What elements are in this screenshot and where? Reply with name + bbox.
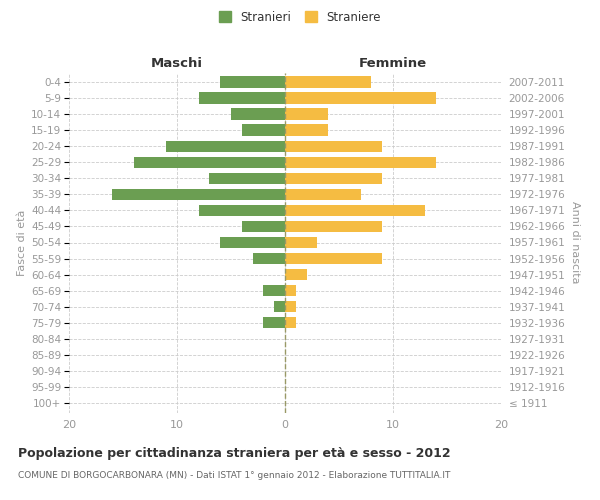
- Bar: [285, 92, 436, 104]
- Bar: [285, 253, 382, 264]
- Bar: [166, 140, 285, 152]
- Bar: [285, 285, 296, 296]
- Bar: [285, 76, 371, 88]
- Bar: [285, 236, 317, 248]
- Bar: [274, 301, 285, 312]
- Bar: [285, 124, 328, 136]
- Bar: [285, 108, 328, 120]
- Legend: Stranieri, Straniere: Stranieri, Straniere: [214, 6, 386, 28]
- Bar: [285, 140, 382, 152]
- Bar: [220, 76, 285, 88]
- Bar: [285, 220, 382, 232]
- Bar: [285, 301, 296, 312]
- Bar: [242, 124, 285, 136]
- Bar: [242, 220, 285, 232]
- Bar: [199, 204, 285, 216]
- Bar: [263, 285, 285, 296]
- Bar: [285, 188, 361, 200]
- Bar: [231, 108, 285, 120]
- Bar: [199, 92, 285, 104]
- Text: Maschi: Maschi: [151, 57, 203, 70]
- Text: Popolazione per cittadinanza straniera per età e sesso - 2012: Popolazione per cittadinanza straniera p…: [18, 448, 451, 460]
- Bar: [253, 253, 285, 264]
- Bar: [209, 172, 285, 184]
- Y-axis label: Fasce di età: Fasce di età: [17, 210, 27, 276]
- Bar: [220, 236, 285, 248]
- Bar: [285, 204, 425, 216]
- Bar: [285, 156, 436, 168]
- Bar: [263, 317, 285, 328]
- Bar: [285, 269, 307, 280]
- Text: COMUNE DI BORGOCARBONARA (MN) - Dati ISTAT 1° gennaio 2012 - Elaborazione TUTTIT: COMUNE DI BORGOCARBONARA (MN) - Dati IST…: [18, 471, 451, 480]
- Y-axis label: Anni di nascita: Anni di nascita: [569, 201, 580, 283]
- Bar: [134, 156, 285, 168]
- Bar: [285, 172, 382, 184]
- Bar: [112, 188, 285, 200]
- Bar: [285, 317, 296, 328]
- Text: Femmine: Femmine: [359, 57, 427, 70]
